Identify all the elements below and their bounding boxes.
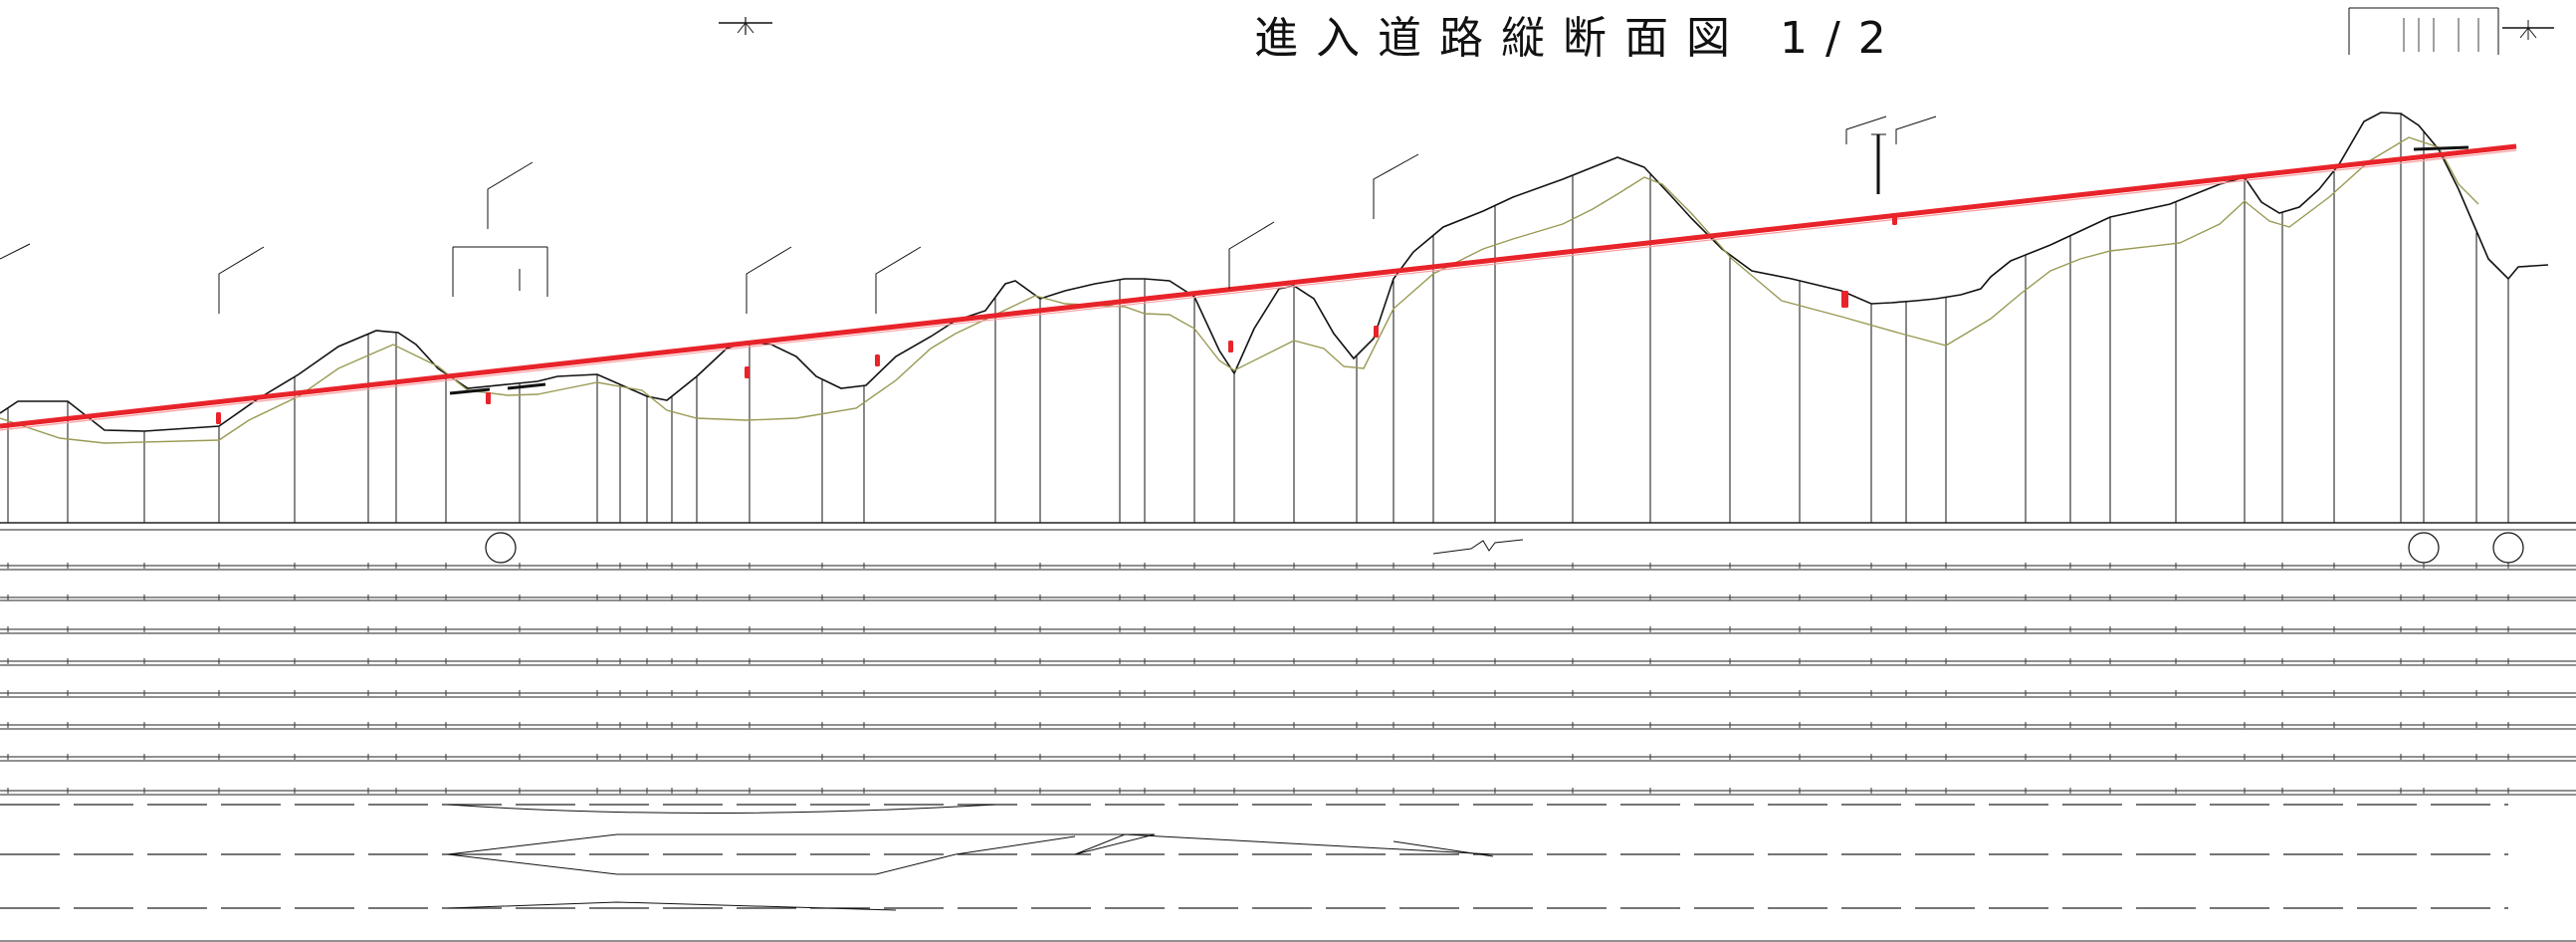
red-marker [1841,291,1848,308]
station-lines [7,114,2509,523]
station-circle-markers [485,532,2524,564]
data-table-bands [0,522,2576,942]
red-marker [486,392,491,404]
scale-arrow-icon [2502,20,2554,40]
north-arrow-icon [719,17,772,35]
ground-profile-line [0,112,2549,432]
break-symbol [1432,539,1524,555]
design-grade-line [0,143,2517,431]
top-right-reference-box [2348,7,2499,55]
red-marker [1228,341,1233,353]
red-marker [1374,326,1379,338]
red-marker [1892,213,1897,225]
curve-diagram [447,804,1494,911]
callout-leaders [0,116,1937,314]
grade-line-bars [449,145,2469,395]
red-marker [875,354,880,366]
red-marker [216,412,221,424]
red-marker [745,366,750,378]
red-markers [216,213,1897,424]
subsurface-line [0,136,2479,444]
drawing-title: 進入道路縦断面図 1/2 [1254,13,1904,64]
